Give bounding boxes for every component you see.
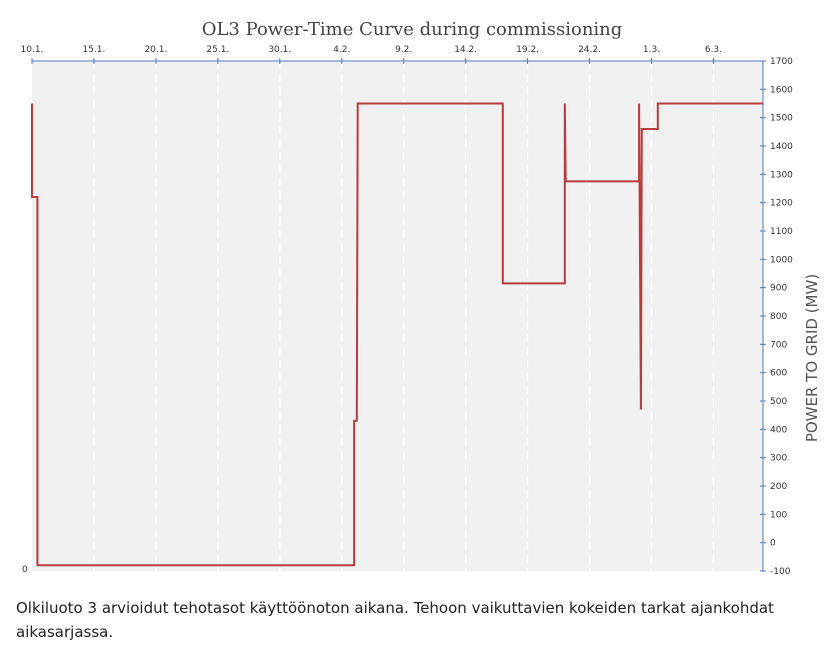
y-tick-label: 600 [770,369,787,379]
origin-label: 0 [22,565,28,575]
x-tick-label: 10.1. [21,45,44,55]
y-tick-label: 1300 [770,170,793,180]
y-axis-label: POWER TO GRID (MW) [803,274,821,442]
y-tick-label: 100 [770,510,787,520]
x-tick-label: 24.2. [578,45,601,55]
grid-lines [93,61,715,571]
chart-title: OL3 Power-Time Curve during commissionin… [202,19,623,40]
plot-area [32,61,763,571]
x-tick-labels: 10.1. 15.1. 20.1. 25.1. 30.1. 4.2. 9.2. 14.2. 19… [21,45,722,55]
figure-caption: Olkiluoto 3 arvioidut tehotasot käyttöön… [16,599,774,641]
x-tick-label: 20.1. [144,45,167,55]
x-tick-label: 14.2. [454,45,477,55]
x-tick-label: 1.3. [643,45,660,55]
y-tick-label: 800 [770,312,787,322]
x-tick-label: 9.2. [395,45,412,55]
x-tick-label: 19.2. [516,45,539,55]
x-tick-label: 30.1. [268,45,291,55]
y-tick-label: 1400 [770,142,793,152]
y-tick-label: 900 [770,284,787,294]
power-time-chart: OL3 Power-Time Curve during commissionin… [21,19,821,577]
y-tick-label: 300 [770,454,787,464]
y-tick-label: -100 [770,567,791,577]
y-tick-label: 0 [770,539,776,549]
series-layer [31,102,763,567]
axes [31,58,766,572]
y-tick-label: 1600 [770,85,793,95]
y-tick-label: 1700 [770,57,793,67]
y-tick-label: 400 [770,425,787,435]
y-tick-label: 700 [770,340,787,350]
chart-container: OL3 Power-Time Curve during commissionin… [21,19,821,577]
y-tick-label: 1500 [770,114,793,124]
y-tick-label: 200 [770,482,787,492]
y-tick-label: 500 [770,397,787,407]
x-tick-label: 25.1. [206,45,229,55]
x-tick-label: 6.3. [705,45,722,55]
y-tick-label: 1100 [770,227,793,237]
y-tick-label: 1200 [770,199,793,209]
series-line [31,102,763,567]
x-tick-label: 15.1. [82,45,105,55]
x-tick-label: 4.2. [333,45,350,55]
y-tick-labels: 1700160015001400130012001100100090080070… [770,57,793,577]
y-tick-label: 1000 [770,255,793,265]
